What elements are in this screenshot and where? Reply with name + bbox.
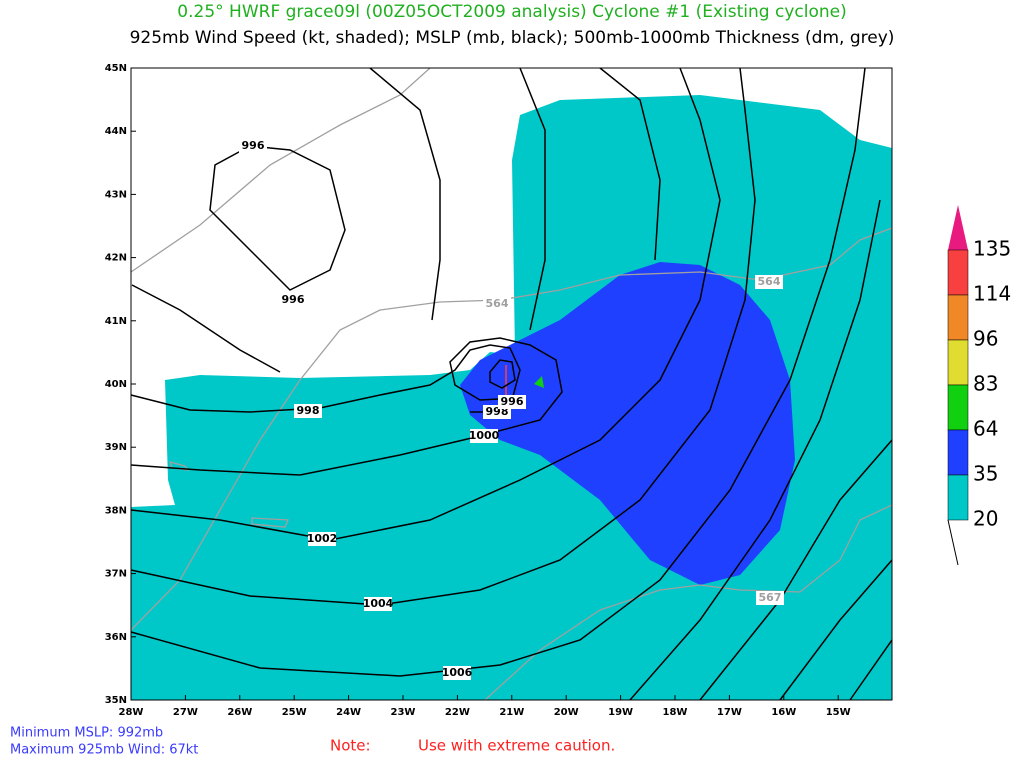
lon-label: 27W: [173, 707, 198, 718]
contour-label-bg: [364, 597, 392, 611]
colorbar-label: 96: [973, 327, 998, 351]
contour-label-bg: [443, 666, 471, 680]
lat-label: 43N: [105, 189, 127, 200]
mslp-label: 1002: [307, 532, 338, 545]
lon-label: 21W: [499, 707, 524, 718]
lat-label: 44N: [105, 126, 127, 137]
lat-label: 35N: [105, 695, 127, 706]
contour-label-bg: [239, 139, 267, 153]
contour-label-bg: [308, 532, 336, 546]
mslp-label: 996: [501, 395, 524, 408]
colorbar-cap: [948, 205, 968, 250]
lon-label: 26W: [227, 707, 252, 718]
lat-label: 45N: [105, 63, 127, 74]
lat-label: 36N: [105, 632, 127, 643]
colorbar-tail: [947, 519, 959, 566]
note-label: Note:: [330, 737, 371, 755]
colorbar-segment: [947, 384, 969, 431]
caution: Use with extreme caution.: [418, 737, 615, 755]
contour-label-bg: [294, 404, 322, 418]
mslp-label: 996: [282, 293, 305, 306]
contour-label-bg: [483, 297, 511, 311]
lon-label: 18W: [663, 707, 688, 718]
mslp-label: 1004: [363, 597, 394, 610]
colorbar-label: 114: [973, 282, 1011, 306]
thickness-label: 564: [758, 275, 781, 288]
colorbar-label: 64: [973, 417, 998, 441]
lat-label: 40N: [105, 379, 127, 390]
lon-label: 19W: [608, 707, 633, 718]
mslp-contours: [130, 67, 893, 701]
min-mslp: Minimum MSLP: 992mb: [10, 726, 163, 741]
lon-label: 24W: [336, 707, 361, 718]
colorbar-segment: [947, 474, 969, 521]
contour-label-bg: [498, 395, 526, 409]
lon-label: 17W: [717, 707, 742, 718]
colorbar-segment: [947, 429, 969, 476]
mslp-label: 998: [297, 404, 320, 417]
thickness-label: 567: [759, 591, 782, 604]
colorbar-label: 35: [973, 462, 998, 486]
lon-label: 20W: [554, 707, 579, 718]
contour-label-bg: [470, 429, 498, 443]
thickness-label: 564: [486, 297, 509, 310]
lon-label: 16W: [771, 707, 796, 718]
wind-below-20: [131, 68, 892, 507]
max-wind: Maximum 925mb Wind: 67kt: [10, 743, 198, 758]
lon-label: 22W: [445, 707, 470, 718]
colorbar: 135 114 96 83 64 35 20: [947, 205, 1011, 566]
wind-64-83: [534, 376, 544, 388]
contour-label-bg: [279, 293, 307, 307]
lat-label: 39N: [105, 442, 127, 453]
title: 0.25° HWRF grace09l (00Z05OCT2009 analys…: [177, 2, 846, 22]
mslp-label: 1006: [442, 666, 473, 679]
colorbar-label: 83: [973, 372, 998, 396]
mslp-label: 1000: [469, 429, 500, 442]
lat-label: 42N: [105, 253, 127, 264]
colorbar-segment: [947, 339, 969, 386]
lat-label: 41N: [105, 316, 127, 327]
lat-label: 38N: [105, 505, 127, 516]
thickness-contours: [130, 67, 893, 701]
lon-label: 23W: [391, 707, 416, 718]
colorbar-label: 20: [973, 507, 998, 531]
colorbar-segment: [947, 249, 969, 296]
subtitle: 925mb Wind Speed (kt, shaded); MSLP (mb,…: [130, 28, 895, 48]
colorbar-label: 135: [973, 237, 1011, 261]
wind-35-64: [460, 262, 795, 585]
contour-label-bg: [755, 275, 783, 289]
mslp-label: 996: [242, 139, 265, 152]
colorbar-segment: [947, 294, 969, 341]
lon-label: 28W: [119, 707, 144, 718]
contour-label-bg: [756, 591, 784, 605]
lat-label: 37N: [105, 569, 127, 580]
lon-label: 25W: [282, 707, 307, 718]
lon-label: 15W: [826, 707, 851, 718]
